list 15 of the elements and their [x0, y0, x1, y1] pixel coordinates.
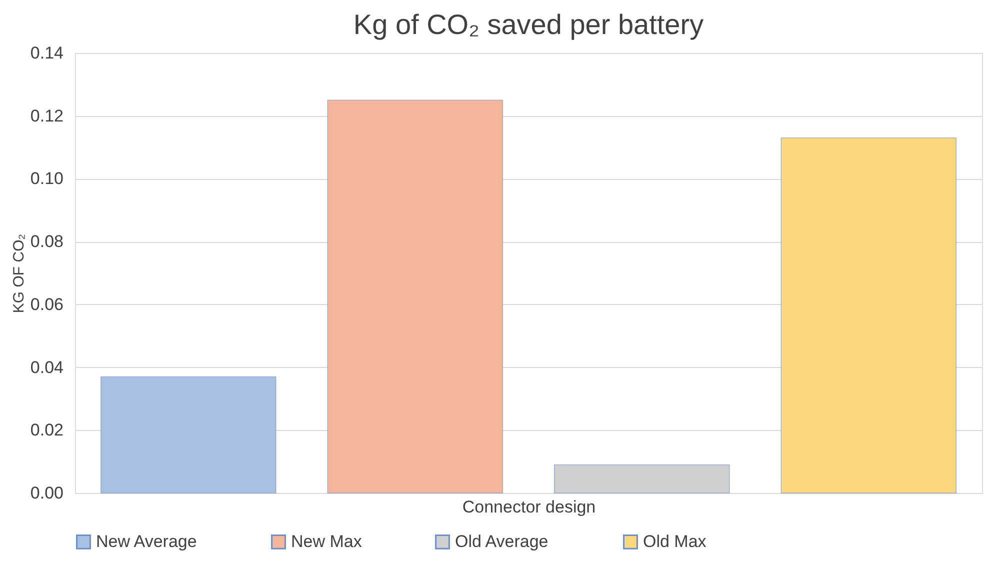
chart-title: Kg of CO₂ saved per battery	[353, 9, 704, 40]
y-tick-label: 0.00	[30, 484, 64, 502]
legend-label: Old Average	[455, 532, 548, 551]
y-tick-label: 0.04	[30, 358, 64, 377]
y-axis-title: KG OF CO₂	[10, 234, 28, 314]
y-tick-label: 0.12	[30, 106, 64, 126]
y-tick-label: 0.10	[30, 169, 64, 188]
y-tick-label: 0.14	[30, 44, 64, 62]
y-tick-label: 0.02	[30, 420, 64, 440]
y-tick-label: 0.08	[30, 232, 64, 252]
legend-label: New Average	[96, 532, 197, 551]
legend-label: New Max	[291, 532, 362, 551]
y-tick-label: 0.06	[30, 294, 64, 314]
legend-label: Old Max	[643, 532, 707, 551]
x-axis-title: Connector design	[462, 498, 596, 516]
